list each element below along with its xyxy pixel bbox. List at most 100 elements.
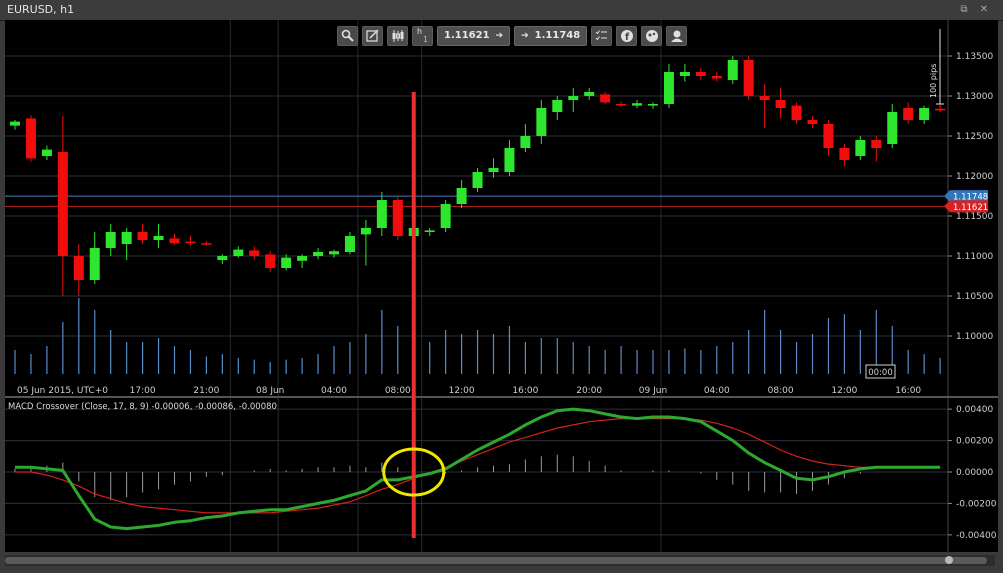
scrollbar-thumb[interactable] — [5, 557, 987, 564]
macd-title: MACD Crossover (Close, 17, 8, 9) -0.0000… — [8, 402, 277, 412]
candle-body — [743, 60, 754, 96]
price-axis-label: 1.12000 — [956, 172, 993, 182]
candle-body — [392, 200, 403, 236]
chart-canvas[interactable]: 1.13500 1.13000 1.12500 1.12000 1.11500 1.110… — [0, 20, 1003, 553]
candle-body — [616, 104, 627, 106]
annotation-crossover-circle — [382, 447, 446, 497]
horizontal-scrollbar[interactable] — [5, 555, 995, 566]
candle-body — [695, 72, 706, 76]
candle-body — [41, 149, 52, 156]
scrollbar-end-handle[interactable] — [945, 556, 953, 564]
macd-signal-line — [15, 418, 941, 514]
candle-body — [711, 76, 722, 79]
candle-body — [185, 241, 196, 244]
window-titlebar[interactable]: EURUSD, h1 ⧉ ✕ — [0, 0, 1003, 21]
time-axis-label: 04:00 — [704, 386, 730, 396]
candle-body — [807, 120, 818, 124]
timeframe-label: h — [416, 26, 423, 36]
bid-price-tag — [944, 200, 988, 213]
macd-axis-label: -0.00400 — [956, 531, 997, 541]
candle-body — [329, 251, 339, 255]
candle-body — [25, 118, 36, 159]
buy-price: 1.11748 — [534, 30, 581, 41]
sell-button[interactable]: 1.11621 ➔ — [437, 25, 511, 46]
candle-body — [73, 256, 84, 280]
candle-body — [727, 60, 738, 80]
candle-body — [424, 230, 435, 232]
facebook-icon[interactable]: f — [616, 25, 638, 46]
macd-axis-label: 0.00200 — [956, 437, 993, 447]
candle-body — [201, 243, 212, 245]
ask-price-tag — [944, 190, 988, 203]
candle-body — [775, 100, 786, 108]
time-axis-label: 12:00 — [831, 386, 857, 396]
price-axis-label: 1.10500 — [956, 292, 993, 302]
time-axis-label: 08 Jun — [256, 386, 284, 396]
user-icon[interactable] — [666, 25, 688, 46]
timeframe-button[interactable]: h 1 — [412, 25, 433, 46]
sell-price: 1.11621 — [444, 30, 490, 41]
cursor-time-label: 00:00 — [868, 368, 893, 378]
candle-body — [249, 250, 260, 256]
time-axis-label: 05 Jun 2015, UTC+0 — [17, 386, 108, 396]
chart-type-icon[interactable] — [387, 25, 408, 46]
detach-icon[interactable]: ⧉ — [960, 4, 968, 15]
time-axis-label: 08:00 — [768, 386, 794, 396]
zoom-icon[interactable] — [337, 25, 358, 46]
price-axis-label: 1.12500 — [956, 132, 993, 142]
candle-body — [57, 152, 68, 256]
time-axis-label: 17:00 — [130, 386, 156, 396]
checklist-icon[interactable] — [591, 25, 613, 46]
candle-body — [297, 256, 308, 261]
drawing-tools-icon[interactable] — [362, 25, 383, 46]
candle-body — [903, 108, 914, 120]
macd-plot-background — [5, 398, 948, 552]
candle-body — [105, 232, 116, 248]
candle-body — [89, 248, 100, 280]
candle-body — [265, 254, 276, 268]
candle-body — [919, 108, 930, 120]
time-axis-label: 16:00 — [895, 386, 921, 396]
candle-body — [376, 200, 387, 228]
macd-axis-background — [948, 398, 998, 552]
cursor-time-tag — [865, 364, 896, 379]
candle-body — [839, 148, 850, 160]
candle-body — [887, 112, 898, 144]
candle-body — [520, 136, 531, 148]
timeframe-value: 1 — [422, 34, 429, 44]
buy-button[interactable]: ➔ 1.11748 — [514, 25, 588, 46]
time-axis-label: 04:00 — [321, 386, 347, 396]
close-icon[interactable]: ✕ — [979, 4, 989, 15]
candle-body — [10, 121, 20, 126]
candle-body — [679, 72, 690, 76]
price-plot-background — [5, 20, 948, 396]
time-axis-label: 16:00 — [512, 386, 538, 396]
price-axis-label: 1.11500 — [956, 212, 993, 222]
candle-body — [217, 256, 228, 260]
candle-body — [855, 140, 866, 156]
candle-body — [871, 140, 882, 148]
candle-body — [137, 232, 148, 240]
ask-price-label: 1.11748 — [953, 193, 988, 203]
bid-price-label: 1.11621 — [953, 203, 988, 213]
candle-body — [536, 108, 547, 136]
buy-arrow-icon: ➔ — [521, 30, 529, 41]
color-theme-icon[interactable] — [641, 25, 663, 46]
candle-body — [344, 236, 355, 252]
candle-body — [153, 236, 164, 240]
candle-body — [169, 238, 180, 244]
window-title: EURUSD, h1 — [7, 3, 75, 16]
price-axis-label: 1.10000 — [956, 332, 993, 342]
candle-body — [504, 148, 515, 172]
price-axis-label: 1.11000 — [956, 252, 993, 262]
price-axis-label: 1.13000 — [956, 92, 993, 102]
time-axis-label: 21:00 — [193, 386, 219, 396]
candle-body — [456, 188, 467, 204]
candle-body — [823, 124, 834, 148]
time-axis-label: 09 Jun — [639, 386, 667, 396]
candle-body — [632, 103, 643, 106]
candle-body — [584, 92, 595, 96]
candle-body — [552, 100, 563, 112]
candle-body — [440, 204, 451, 228]
macd-main-line — [15, 407, 941, 531]
